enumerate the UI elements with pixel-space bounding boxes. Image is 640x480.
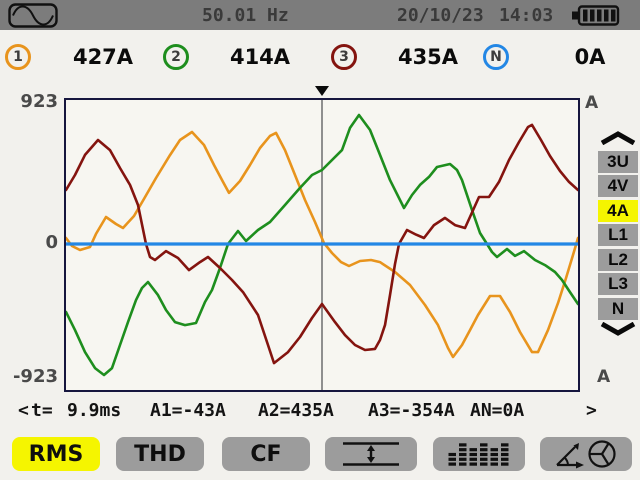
waveform-A1 — [64, 130, 580, 359]
sidebar-item-l2[interactable]: L2 — [598, 249, 638, 271]
y-axis-zero-label: 0 — [45, 232, 58, 253]
channel-2-value: 414A — [229, 45, 291, 69]
battery-icon — [572, 5, 620, 26]
channel-2-number: 2 — [171, 49, 181, 65]
waveform-mode-icon — [8, 3, 58, 28]
waveform-chart[interactable] — [64, 98, 580, 392]
cursor-time-label: t= — [31, 400, 53, 421]
cursor-next-arrow[interactable]: > — [586, 400, 597, 421]
harmonics-icon — [448, 443, 509, 466]
frequency-readout: 50.01 Hz — [202, 5, 289, 26]
unit-label-bottom: A — [597, 367, 611, 387]
reading-an: AN=0A — [470, 400, 525, 421]
channel-n-letter: N — [490, 49, 502, 65]
sidebar-item-l3[interactable]: L3 — [598, 273, 638, 295]
reading-a1: A1=-43A — [150, 400, 226, 421]
channel-3-number: 3 — [339, 49, 349, 65]
phasor-icon — [556, 440, 616, 469]
channel-3-value: 435A — [397, 45, 459, 69]
harmonics-button[interactable] — [433, 437, 525, 471]
channel-2-indicator: 2 — [163, 44, 189, 70]
rms-button[interactable]: RMS — [12, 437, 100, 471]
sidebar-item-n[interactable]: N — [598, 298, 638, 320]
time-cursor-marker[interactable] — [315, 86, 329, 96]
reading-a3: A3=-354A — [368, 400, 455, 421]
reading-a2: A2=435A — [258, 400, 334, 421]
waveform-A2 — [64, 113, 580, 377]
waveform-A3 — [64, 123, 580, 365]
unit-label-top: A — [585, 93, 599, 113]
channel-n-value: 0A — [574, 45, 606, 69]
channel-1-indicator: 1 — [5, 44, 31, 70]
sidebar-item-l1[interactable]: L1 — [598, 224, 638, 246]
waveform-plot — [64, 100, 580, 390]
y-axis-min-label: -923 — [12, 366, 58, 387]
sidebar-item-4v[interactable]: 4V — [598, 175, 638, 197]
channel-n-indicator: N — [483, 44, 509, 70]
cursor-prev-arrow[interactable]: < — [18, 400, 29, 421]
channel-1-number: 1 — [13, 49, 23, 65]
sidebar-item-4a[interactable]: 4A — [598, 200, 638, 222]
date-readout: 20/10/23 — [397, 5, 484, 26]
time-readout: 14:03 — [499, 5, 554, 26]
cursor-time-value: 9.9ms — [67, 400, 122, 421]
chevron-up-icon[interactable] — [599, 131, 637, 145]
min-max-icon — [343, 442, 399, 466]
cf-button[interactable]: CF — [222, 437, 310, 471]
sidebar-item-3u[interactable]: 3U — [598, 151, 638, 173]
min-max-button[interactable] — [325, 437, 417, 471]
chevron-down-icon[interactable] — [599, 322, 637, 336]
thd-button[interactable]: THD — [116, 437, 204, 471]
phasor-button[interactable] — [540, 437, 632, 471]
y-axis-max-label: 923 — [20, 91, 58, 112]
channel-1-value: 427A — [72, 45, 134, 69]
channel-3-indicator: 3 — [331, 44, 357, 70]
top-status-bar: 50.01 Hz 20/10/23 14:03 — [0, 0, 640, 30]
